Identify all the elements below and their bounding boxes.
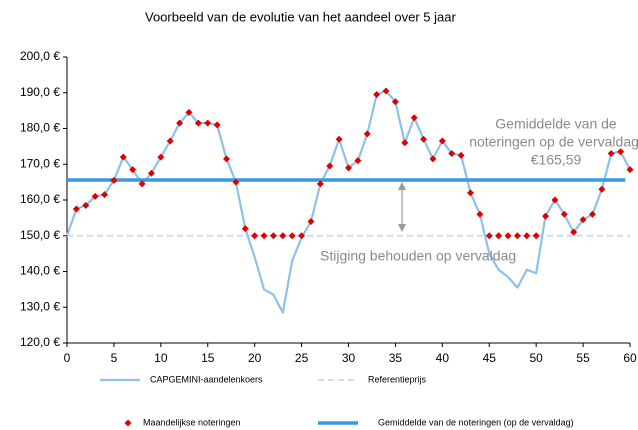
x-tick-label: 40	[436, 351, 450, 365]
x-tick-label: 35	[389, 351, 403, 365]
y-tick-label: 180,0 €	[20, 121, 60, 135]
marker	[504, 232, 512, 240]
y-tick-label: 160,0 €	[20, 192, 60, 206]
marker	[72, 205, 80, 213]
marker	[251, 232, 259, 240]
marker	[101, 191, 109, 199]
marker	[485, 232, 493, 240]
marker	[579, 216, 587, 224]
x-tick-label: 50	[529, 351, 543, 365]
marker	[513, 232, 521, 240]
marker	[560, 210, 568, 218]
marker	[213, 121, 221, 129]
marker	[232, 178, 240, 186]
marker	[110, 176, 118, 184]
marker	[138, 180, 146, 188]
y-tick-label: 170,0 €	[20, 156, 60, 170]
marker	[391, 98, 399, 106]
legend: CAPGEMINI-aandelenkoers Referentieprijs Ma…	[100, 374, 574, 427]
marker	[269, 232, 277, 240]
x-tick-label: 60	[623, 351, 637, 365]
y-tick-label: 190,0 €	[20, 85, 60, 99]
marker	[532, 232, 540, 240]
marker	[420, 135, 428, 143]
y-tick-label: 150,0 €	[20, 228, 60, 242]
marker	[401, 139, 409, 147]
x-tick-label: 55	[576, 351, 590, 365]
legend-label: Maandelijkse noteringen	[143, 417, 241, 427]
marker	[457, 151, 465, 159]
x-tick-label: 15	[201, 351, 215, 365]
marker	[298, 232, 306, 240]
marker	[382, 87, 390, 95]
marker	[176, 119, 184, 127]
marker	[542, 212, 550, 220]
marker	[335, 135, 343, 143]
x-tick-label: 30	[342, 351, 356, 365]
annotation: noteringen op de vervaldag:	[469, 134, 638, 150]
marker	[82, 201, 90, 209]
annotation: Gemiddelde van de	[495, 116, 617, 132]
y-tick-label: 200,0 €	[20, 49, 60, 63]
marker	[354, 157, 362, 165]
marker	[119, 153, 127, 161]
marker	[607, 150, 615, 158]
x-tick-label: 45	[483, 351, 497, 365]
annotation: €165,59	[531, 152, 582, 168]
x-tick-label: 20	[248, 351, 262, 365]
marker	[570, 228, 578, 236]
marker	[260, 232, 268, 240]
marker	[157, 153, 165, 161]
marker	[495, 232, 503, 240]
marker	[363, 130, 371, 138]
y-tick-label: 140,0 €	[20, 264, 60, 278]
marker	[204, 119, 212, 127]
marker	[288, 232, 296, 240]
x-tick-label: 10	[154, 351, 168, 365]
legend-label: CAPGEMINI-aandelenkoers	[150, 374, 263, 384]
x-tick-label: 5	[111, 351, 118, 365]
legend-marker	[124, 419, 132, 427]
marker	[523, 232, 531, 240]
marker	[598, 185, 606, 193]
marker	[466, 189, 474, 197]
marker	[307, 217, 315, 225]
marker	[626, 166, 634, 174]
y-tick-label: 130,0 €	[20, 299, 60, 313]
x-tick-label: 25	[295, 351, 309, 365]
marker	[551, 196, 559, 204]
marker	[410, 114, 418, 122]
marker	[326, 162, 334, 170]
legend-label: Referentieprijs	[368, 374, 427, 384]
marker	[588, 210, 596, 218]
marker	[429, 155, 437, 163]
marker	[147, 169, 155, 177]
marker	[129, 166, 137, 174]
marker	[91, 192, 99, 200]
marker	[345, 164, 352, 172]
marker	[185, 108, 193, 116]
marker	[617, 148, 625, 156]
y-tick-label: 120,0 €	[20, 335, 60, 349]
x-tick-label: 0	[64, 351, 71, 365]
annotation: Stijging behouden op vervaldag	[320, 248, 516, 264]
arrow	[398, 182, 406, 232]
marker	[194, 119, 202, 127]
marker	[223, 155, 231, 163]
chart-title: Voorbeeld van de evolutie van het aandee…	[145, 9, 456, 24]
legend-label: Gemiddelde van de noteringen (op de verv…	[378, 417, 574, 427]
marker	[241, 225, 249, 233]
marker	[279, 232, 287, 240]
marker	[373, 91, 381, 99]
marker	[476, 210, 484, 218]
marker	[316, 180, 324, 188]
marker	[438, 137, 446, 145]
marker	[166, 137, 174, 145]
marker	[448, 150, 456, 158]
